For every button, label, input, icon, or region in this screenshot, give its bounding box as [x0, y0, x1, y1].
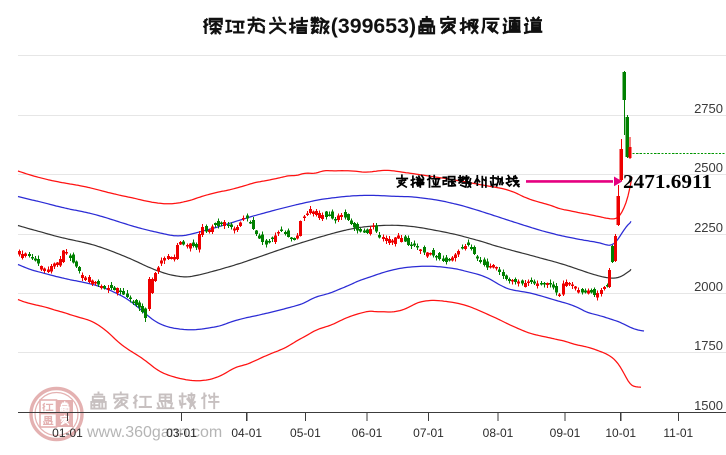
svg-text:06-01: 06-01 — [352, 426, 383, 440]
svg-text:2750: 2750 — [694, 101, 723, 116]
svg-text:10-01: 10-01 — [605, 426, 636, 440]
svg-text:11-01: 11-01 — [663, 426, 693, 440]
svg-text:09-01: 09-01 — [550, 426, 581, 440]
svg-text:2250: 2250 — [694, 220, 723, 235]
svg-text:04-01: 04-01 — [231, 426, 262, 440]
svg-text:1750: 1750 — [694, 338, 723, 353]
svg-text:2500: 2500 — [694, 160, 723, 175]
svg-text:01-01: 01-01 — [52, 426, 83, 440]
svg-text:1500: 1500 — [694, 398, 723, 413]
svg-text:2471.6911: 2471.6911 — [623, 171, 712, 193]
svg-text:www.360gann.com: www.360gann.com — [86, 424, 222, 441]
svg-text:05-01: 05-01 — [290, 426, 321, 440]
svg-text:07-01: 07-01 — [413, 426, 444, 440]
svg-text:(399653): (399653) — [331, 14, 416, 38]
svg-text:08-01: 08-01 — [483, 426, 514, 440]
svg-text:03-01: 03-01 — [166, 426, 197, 440]
svg-text:2000: 2000 — [694, 279, 723, 294]
